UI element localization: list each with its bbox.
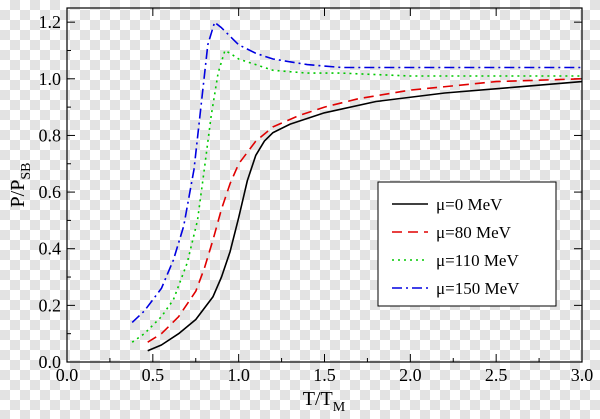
- series-line-0: [147, 80, 583, 352]
- legend-label-1: μ=80 MeV: [436, 223, 512, 242]
- y-tick-label: 0.4: [39, 239, 62, 259]
- series-line-3: [131, 21, 582, 323]
- legend-items: μ=0 MeV μ=80 MeV μ=110 MeV μ=150 MeV: [392, 195, 520, 298]
- x-tick-label: 0.5: [142, 365, 165, 385]
- tick-labels: 0.0 0.5 1.0 1.5 2.0 2.5 3.0 0.0 0.2 0.4 0.6 0.8 1.0 1…: [39, 12, 594, 385]
- legend-label-3: μ=150 MeV: [436, 279, 520, 298]
- legend-label-2: μ=110 MeV: [436, 251, 519, 270]
- x-axis-label: T/TM: [303, 388, 346, 415]
- y-tick-label: 0.8: [39, 125, 62, 145]
- y-tick-label: 0.6: [39, 182, 62, 202]
- legend-label-0: μ=0 MeV: [436, 195, 503, 214]
- legend-box: [377, 181, 557, 307]
- x-tick-label: 2.0: [399, 365, 422, 385]
- y-tick-label: 0.2: [39, 295, 62, 315]
- x-tick-label: 1.0: [227, 365, 250, 385]
- y-tick-label: 1.2: [39, 12, 62, 32]
- x-tick-label: 0.0: [56, 365, 79, 385]
- y-axis-label: P/PSB: [7, 163, 34, 208]
- y-tick-label: 0.0: [39, 352, 62, 372]
- legend: μ=0 MeV μ=80 MeV μ=110 MeV μ=150 MeV: [377, 181, 557, 307]
- x-tick-label: 3.0: [571, 365, 594, 385]
- y-tick-label: 1.0: [39, 69, 62, 89]
- series-lines: [131, 21, 583, 352]
- x-tick-label: 1.5: [313, 365, 336, 385]
- x-tick-label: 2.5: [485, 365, 508, 385]
